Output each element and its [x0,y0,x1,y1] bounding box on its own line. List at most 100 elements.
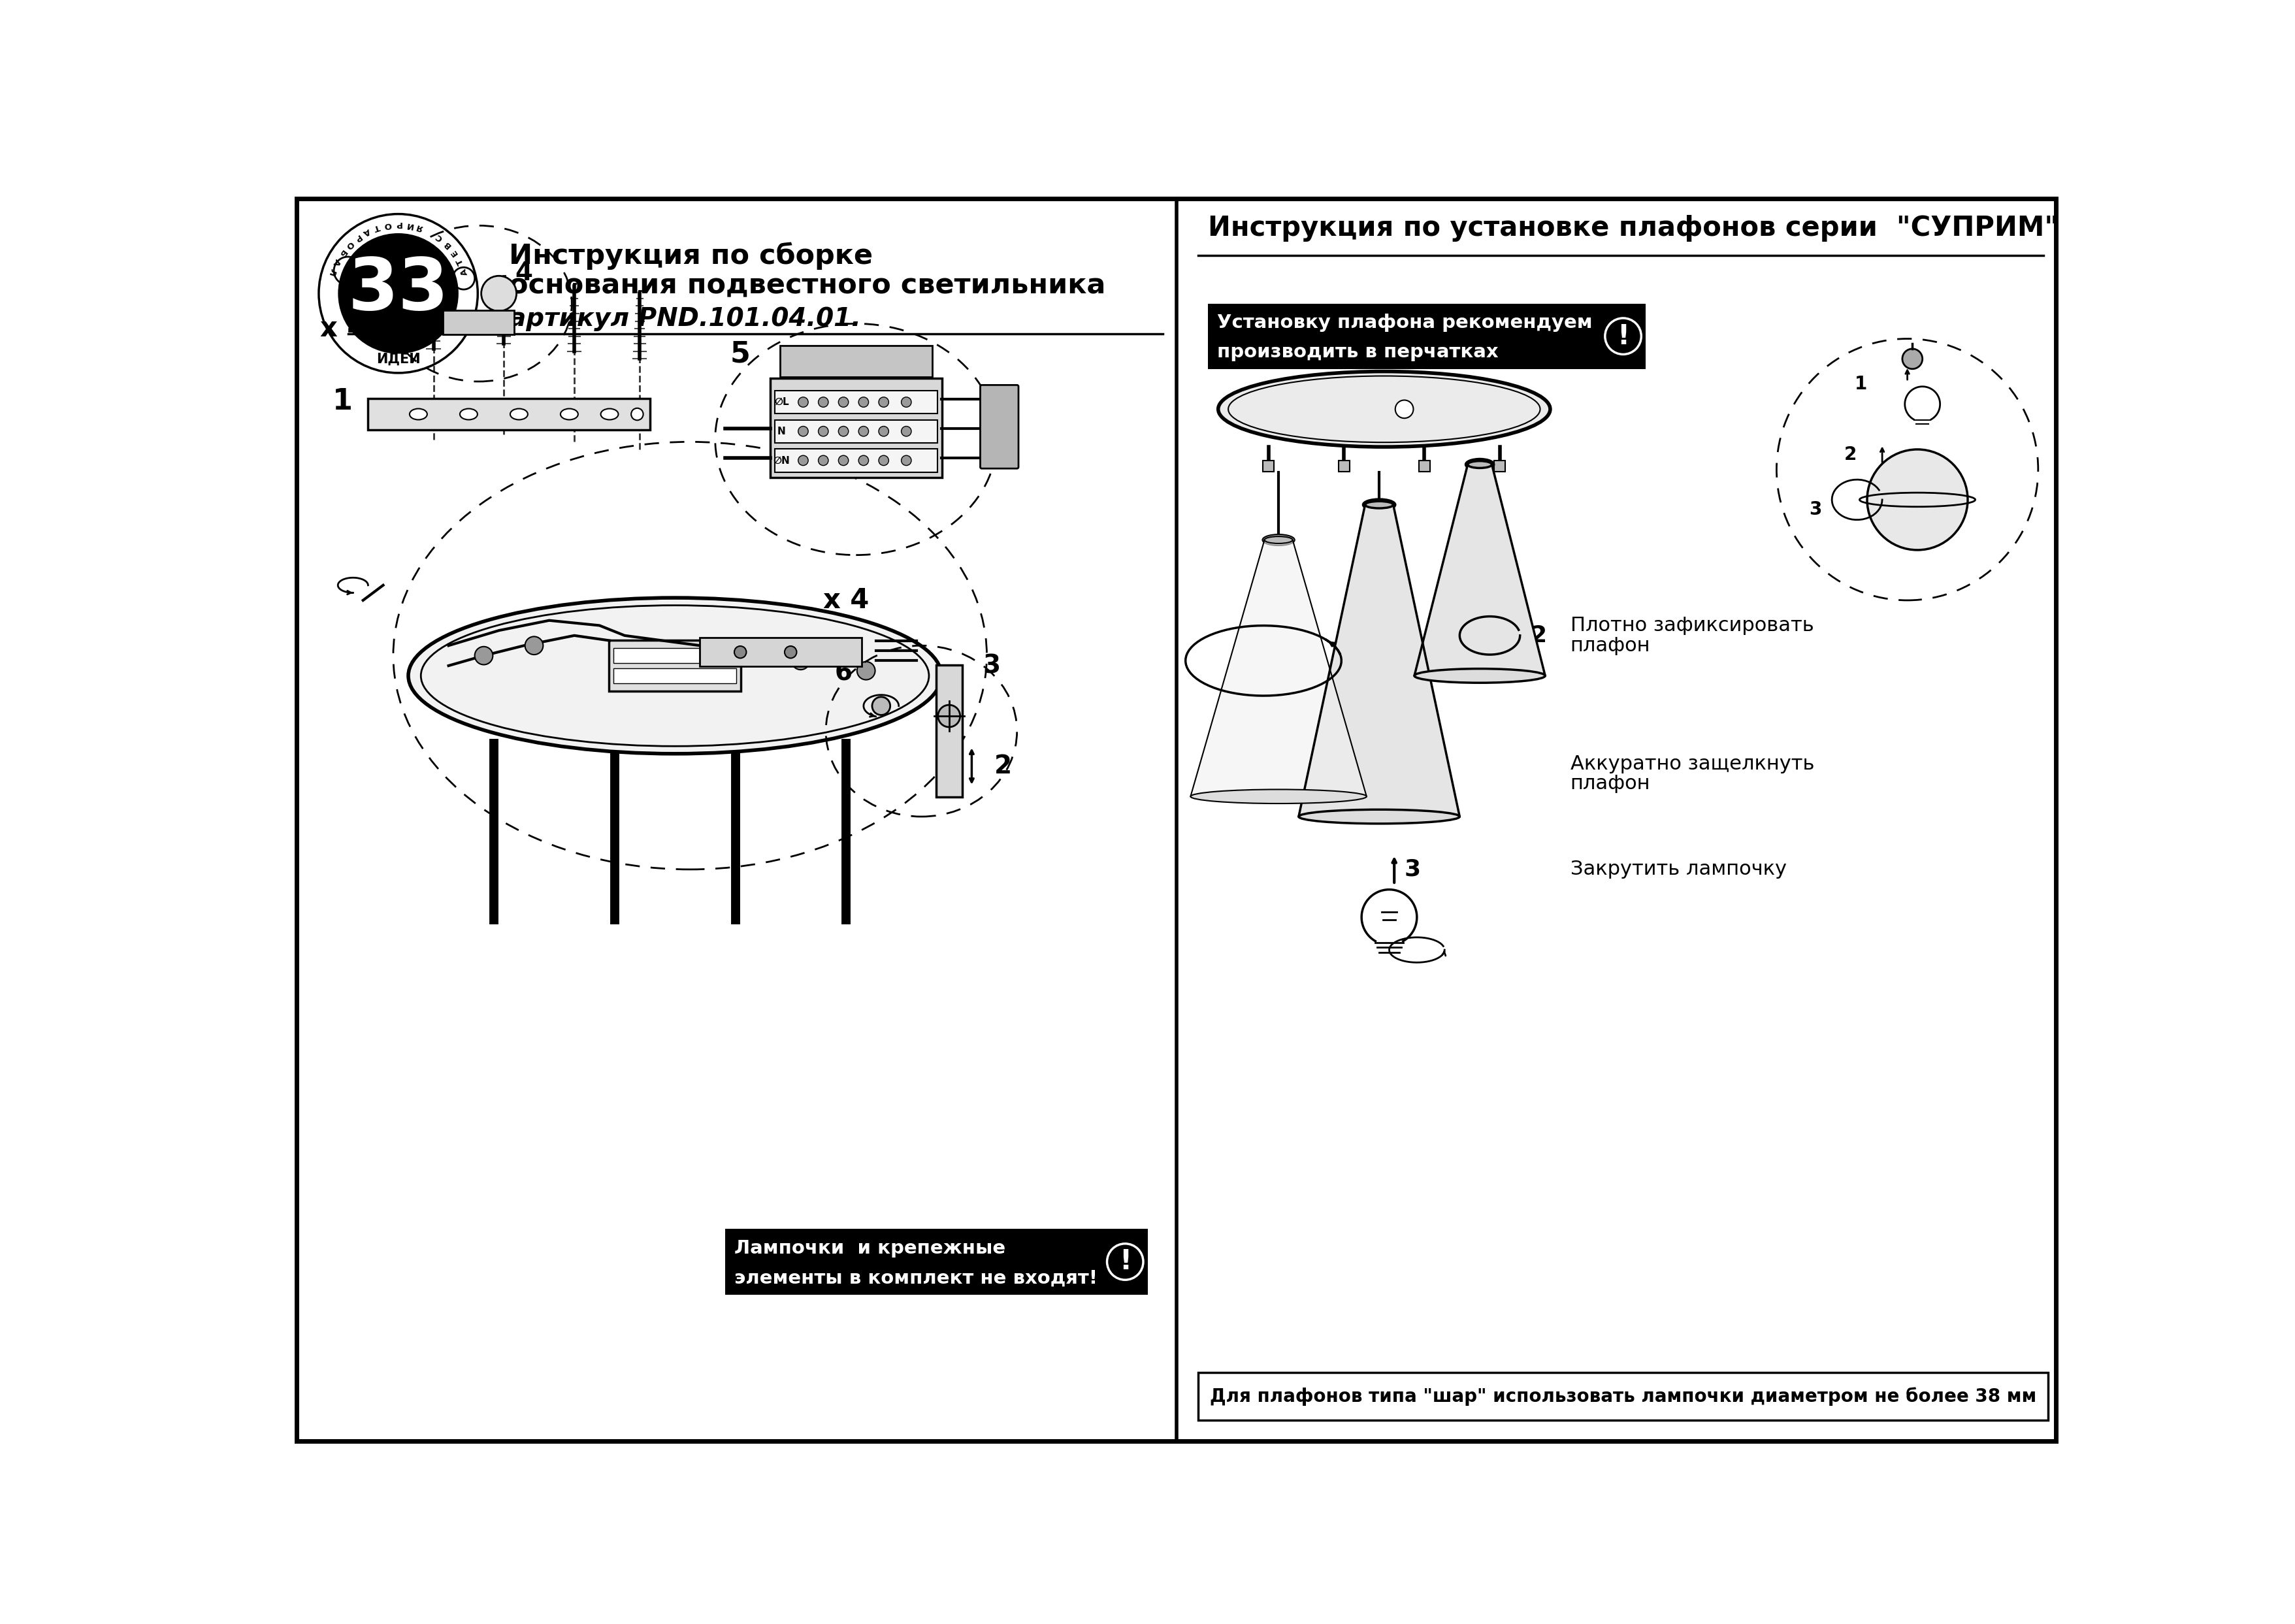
Text: 6: 6 [835,661,851,685]
Text: ∅L: ∅L [773,398,789,408]
Circle shape [1395,400,1414,419]
FancyBboxPatch shape [1198,1372,2047,1421]
Text: производить в перчатках: производить в перчатках [1216,343,1499,362]
Circle shape [939,705,959,728]
Text: 3: 3 [982,653,1001,679]
Text: Р: Р [395,219,402,229]
Text: А: А [363,226,372,237]
Circle shape [819,398,828,408]
Circle shape [785,646,796,658]
FancyBboxPatch shape [1262,461,1274,471]
Text: 2: 2 [994,754,1012,780]
Text: !: ! [1618,323,1629,349]
FancyBboxPatch shape [613,648,737,663]
Polygon shape [1414,464,1545,676]
Text: Т: Т [454,257,466,266]
Text: ∅N: ∅N [773,456,789,466]
Circle shape [856,661,874,680]
FancyBboxPatch shape [780,346,932,377]
Text: 5: 5 [730,339,750,369]
Text: плафон: плафон [1570,637,1650,654]
Ellipse shape [1265,536,1292,544]
Text: x 4: x 4 [319,315,365,343]
Ellipse shape [1262,534,1294,546]
Circle shape [819,455,828,466]
Ellipse shape [1299,809,1460,823]
FancyBboxPatch shape [773,390,936,414]
Text: Инструкция по сборке: Инструкция по сборке [509,242,872,270]
Circle shape [482,276,516,312]
Text: Л: Л [328,268,337,276]
FancyBboxPatch shape [1207,304,1646,369]
Text: О: О [344,239,356,250]
Text: Е: Е [450,248,459,258]
FancyBboxPatch shape [367,398,649,430]
Text: 1: 1 [333,388,353,416]
Ellipse shape [1469,461,1492,468]
Text: 2: 2 [1531,624,1547,646]
Circle shape [902,398,911,408]
Ellipse shape [1366,502,1393,508]
Text: Б: Б [337,247,347,258]
Circle shape [526,637,544,654]
Text: элементы в комплект не входят!: элементы в комплект не входят! [734,1268,1097,1286]
FancyBboxPatch shape [773,448,936,473]
FancyBboxPatch shape [1418,461,1430,471]
Circle shape [838,398,849,408]
FancyBboxPatch shape [613,667,737,684]
Polygon shape [1191,539,1366,796]
Ellipse shape [1191,789,1366,804]
Text: плафон: плафон [1570,775,1650,794]
Text: А: А [330,257,342,266]
Text: Т: Т [372,222,381,232]
Circle shape [631,408,643,421]
Text: 1: 1 [1854,375,1868,393]
Circle shape [902,425,911,437]
FancyBboxPatch shape [1338,461,1349,471]
Text: Плотно зафиксировать: Плотно зафиксировать [1570,615,1813,635]
FancyBboxPatch shape [725,1229,1148,1294]
Text: А: А [459,268,470,276]
Polygon shape [1299,505,1460,817]
Ellipse shape [560,409,578,419]
Circle shape [475,646,493,664]
Circle shape [858,425,868,437]
Text: Аккуратно защелкнуть: Аккуратно защелкнуть [1570,754,1815,773]
FancyBboxPatch shape [443,310,514,335]
Ellipse shape [1363,499,1395,510]
Text: 2: 2 [1845,445,1857,463]
Text: Инструкция по установке плафонов серии  "СУПРИМ": Инструкция по установке плафонов серии "… [1207,214,2059,242]
FancyBboxPatch shape [936,666,962,797]
Circle shape [340,234,457,352]
Circle shape [879,425,888,437]
Text: С: С [434,232,445,242]
Ellipse shape [409,409,427,419]
Text: В: В [443,239,452,250]
Circle shape [879,398,888,408]
Text: 1: 1 [1409,752,1425,775]
Text: артикул PND.101.04.01.: артикул PND.101.04.01. [509,307,861,331]
Text: !: ! [1120,1247,1131,1275]
Text: 3: 3 [1405,859,1421,880]
FancyBboxPatch shape [771,378,941,477]
Text: Р: Р [353,232,363,242]
Circle shape [872,697,890,715]
Text: 4: 4 [514,261,532,286]
Ellipse shape [1219,372,1549,447]
Circle shape [799,455,808,466]
Ellipse shape [459,409,477,419]
Circle shape [838,425,849,437]
Circle shape [1903,349,1923,369]
Circle shape [858,455,868,466]
Circle shape [792,651,810,669]
Circle shape [819,425,828,437]
Text: N: N [778,427,785,437]
Text: основания подвестного светильника: основания подвестного светильника [509,273,1106,300]
Text: Для плафонов типа "шар" использовать лампочки диаметром не более 38 мм: Для плафонов типа "шар" использовать лам… [1209,1387,2036,1406]
Circle shape [902,455,911,466]
Circle shape [1868,450,1967,551]
FancyBboxPatch shape [980,385,1019,468]
Circle shape [858,398,868,408]
Text: 3: 3 [1808,500,1822,520]
Text: x 4: x 4 [824,586,870,614]
